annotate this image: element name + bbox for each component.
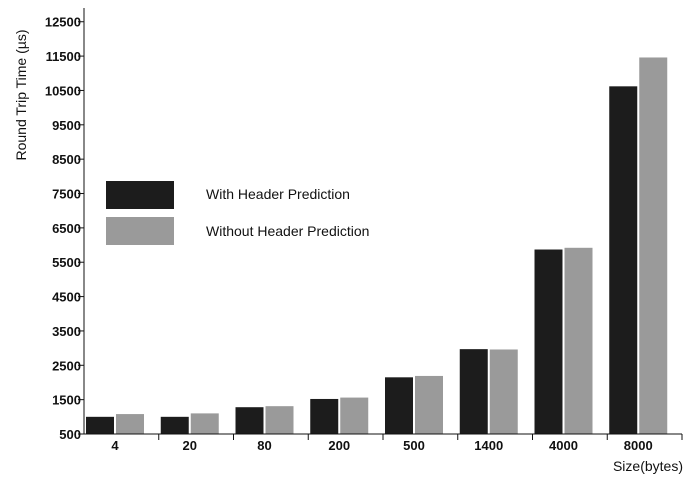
bar-with-20 <box>160 416 189 434</box>
bar-with-500 <box>385 377 413 434</box>
bar-with-4000 <box>534 249 563 434</box>
bar-without-80 <box>265 406 294 434</box>
legend-swatch-without <box>106 217 174 245</box>
y-tick-label: 7500 <box>52 187 81 202</box>
bars-group <box>86 57 668 434</box>
y-tick-label: 6500 <box>52 221 81 236</box>
y-tick-label: 5500 <box>52 255 81 270</box>
legend: With Header Prediction Without Header Pr… <box>106 181 369 245</box>
y-tick-label: 3500 <box>52 324 81 339</box>
y-tick-label: 10500 <box>45 83 81 98</box>
bar-without-4000 <box>564 247 593 434</box>
bar-without-200 <box>340 397 369 434</box>
bar-without-1400 <box>489 349 518 434</box>
bar-without-20 <box>190 413 219 434</box>
bar-without-4 <box>116 414 144 434</box>
y-tick-label: 500 <box>59 427 81 442</box>
x-tick-label: 500 <box>403 438 425 453</box>
x-tick-label: 80 <box>257 438 271 453</box>
bar-without-500 <box>415 375 443 434</box>
y-tick-label: 4500 <box>52 290 81 305</box>
x-tick-label: 8000 <box>624 438 653 453</box>
x-ticks-group: 4 20 80 200 500 1400 4000 8000 <box>111 434 683 453</box>
legend-label-without: Without Header Prediction <box>206 223 369 239</box>
y-ticks-group: 500 1500 2500 3500 4500 5500 6500 7500 8500 9500 1… <box>45 15 84 442</box>
bar-with-8000 <box>609 86 638 434</box>
x-tick-label: 1400 <box>474 438 503 453</box>
y-tick-label: 8500 <box>52 152 81 167</box>
legend-swatch-with <box>106 181 174 209</box>
y-tick-label: 2500 <box>52 358 81 373</box>
legend-label-with: With Header Prediction <box>206 186 350 202</box>
x-tick-label: 20 <box>183 438 197 453</box>
y-tick-label: 12500 <box>45 15 81 30</box>
y-tick-label: 11500 <box>46 49 81 64</box>
x-tick-label: 4000 <box>549 438 578 453</box>
bar-with-200 <box>310 398 339 434</box>
bar-with-4 <box>86 416 114 434</box>
y-tick-label: 1500 <box>52 393 81 408</box>
x-tick-label: 200 <box>328 438 350 453</box>
bar-with-1400 <box>459 349 488 434</box>
bar-without-8000 <box>639 57 668 434</box>
x-tick-label: 4 <box>111 438 119 453</box>
y-axis-title: Round Trip Time (µs) <box>13 30 29 161</box>
y-tick-label: 9500 <box>52 118 81 133</box>
x-axis-title: Size(bytes) <box>613 458 683 474</box>
bar-with-80 <box>235 407 264 434</box>
